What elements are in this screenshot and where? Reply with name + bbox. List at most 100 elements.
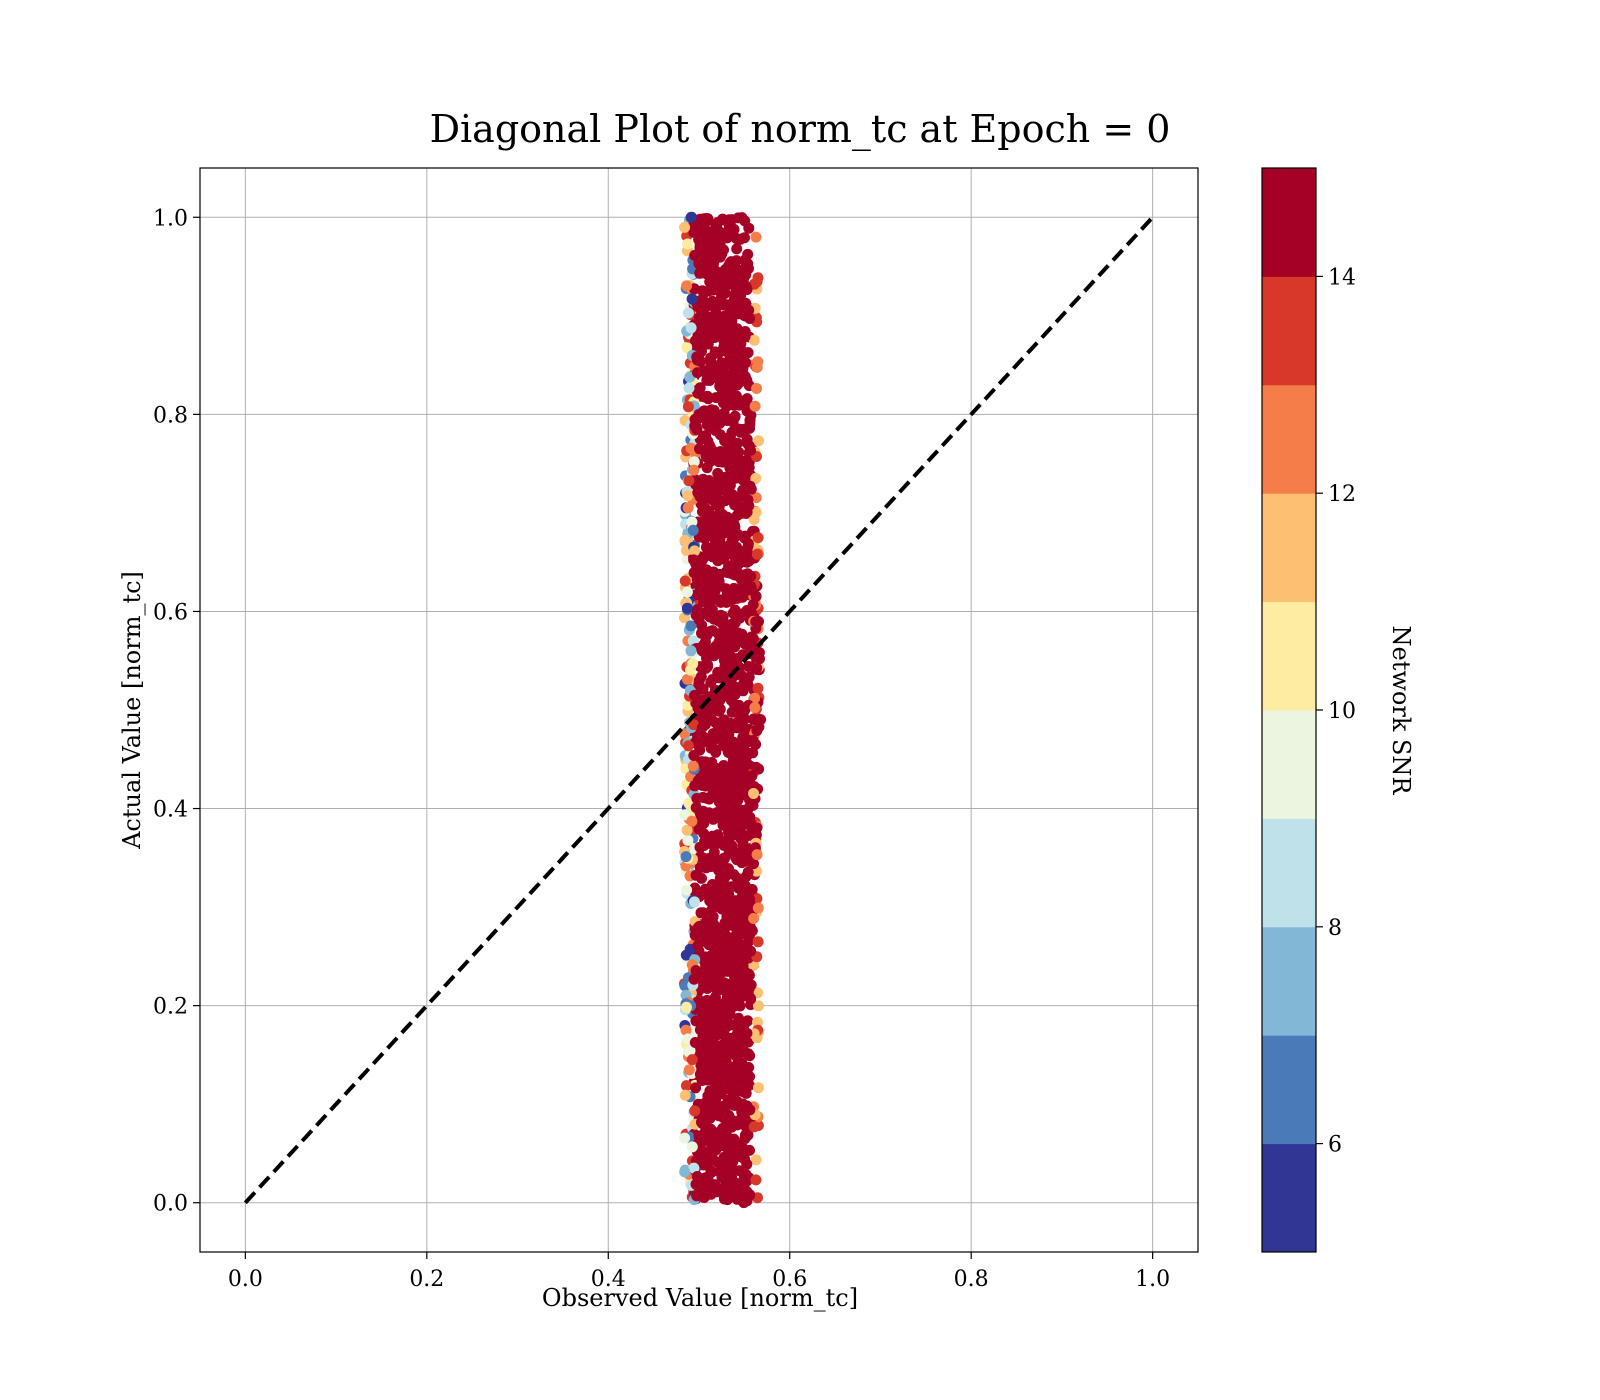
y-tick-label: 0.6 bbox=[153, 600, 188, 625]
scatter-point bbox=[741, 605, 753, 616]
scatter-point bbox=[700, 493, 712, 505]
scatter-point bbox=[695, 1046, 707, 1058]
scatter-point bbox=[748, 858, 759, 870]
scatter-point bbox=[726, 315, 738, 327]
y-axis-label: Actual Value [norm_tc] bbox=[118, 571, 146, 850]
scatter-point bbox=[714, 1166, 726, 1178]
scatter-point bbox=[712, 935, 724, 947]
scatter-point bbox=[724, 650, 736, 662]
scatter-point bbox=[732, 716, 744, 728]
y-tick-label: 0.2 bbox=[153, 995, 188, 1020]
scatter-point bbox=[689, 689, 701, 701]
scatter-point bbox=[710, 224, 722, 236]
scatter-point bbox=[719, 622, 731, 634]
scatter-point bbox=[705, 1040, 717, 1052]
colorbar-tick-label: 8 bbox=[1328, 916, 1342, 941]
x-axis-ticks: 0.0 0.2 0.4 0.6 0.8 1.0 bbox=[228, 1252, 1170, 1292]
scatter-points bbox=[679, 211, 767, 1209]
x-tick-label: 0.4 bbox=[591, 1267, 626, 1292]
scatter-point bbox=[698, 662, 709, 674]
scatter-point bbox=[752, 272, 764, 284]
scatter-point bbox=[749, 692, 761, 704]
scatter-point bbox=[727, 607, 739, 619]
scatter-point bbox=[718, 1112, 730, 1124]
scatter-point bbox=[694, 841, 706, 853]
scatter-point bbox=[732, 738, 743, 750]
scatter-point bbox=[736, 1057, 748, 1069]
scatter-point bbox=[704, 763, 716, 775]
scatter-point bbox=[726, 1121, 737, 1133]
scatter-point bbox=[685, 211, 697, 223]
scatter-point bbox=[718, 1193, 730, 1205]
scatter-point bbox=[739, 371, 751, 383]
scatter-point bbox=[680, 1024, 692, 1036]
scatter-point bbox=[751, 383, 763, 394]
scatter-point bbox=[727, 593, 739, 605]
scatter-point bbox=[707, 609, 719, 621]
scatter-point bbox=[705, 676, 717, 688]
scatter-point bbox=[751, 725, 763, 737]
scatter-point bbox=[719, 382, 731, 393]
scatter-point bbox=[732, 989, 744, 1000]
scatter-point bbox=[743, 440, 755, 452]
scatter-point bbox=[713, 284, 725, 296]
scatter-point bbox=[686, 1054, 698, 1066]
scatter-point bbox=[683, 382, 695, 394]
scatter-point bbox=[685, 322, 697, 334]
scatter-point bbox=[682, 307, 694, 319]
scatter-point bbox=[739, 331, 751, 343]
scatter-point bbox=[689, 420, 701, 432]
scatter-point bbox=[744, 422, 755, 434]
scatter-point bbox=[704, 375, 716, 386]
scatter-point bbox=[731, 1095, 743, 1107]
scatter-point bbox=[741, 1158, 753, 1170]
chart-title: Diagonal Plot of norm_tc at Epoch = 0 bbox=[430, 107, 1171, 152]
scatter-point bbox=[717, 397, 729, 409]
scatter-point bbox=[721, 742, 733, 754]
scatter-point bbox=[726, 1139, 738, 1151]
scatter-point bbox=[744, 1144, 755, 1156]
scatter-point bbox=[694, 443, 705, 455]
scatter-point bbox=[700, 430, 712, 441]
colorbar-tick-label: 10 bbox=[1328, 699, 1356, 724]
scatter-point bbox=[709, 494, 721, 506]
scatter-point bbox=[697, 791, 709, 803]
scatter-point bbox=[731, 255, 742, 267]
scatter-point bbox=[739, 638, 751, 650]
scatter-point bbox=[735, 1151, 747, 1163]
scatter-point bbox=[728, 811, 740, 823]
scatter-point bbox=[681, 1001, 692, 1013]
scatter-point bbox=[689, 886, 701, 898]
scatter-point bbox=[727, 938, 739, 949]
scatter-point bbox=[701, 1001, 713, 1013]
scatter-point bbox=[725, 1019, 737, 1031]
scatter-point bbox=[697, 1118, 709, 1130]
scatter-point bbox=[747, 735, 759, 746]
scatter-point bbox=[737, 899, 749, 911]
scatter-point bbox=[728, 869, 740, 880]
scatter-point bbox=[744, 1104, 756, 1116]
scatter-point bbox=[683, 1064, 695, 1076]
scatter-point bbox=[698, 405, 710, 417]
scatter-point bbox=[693, 613, 705, 625]
colorbar-bin bbox=[1262, 384, 1316, 494]
scatter-point bbox=[697, 579, 709, 591]
scatter-point bbox=[718, 714, 730, 726]
scatter-point bbox=[689, 1037, 701, 1048]
scatter-point bbox=[751, 849, 763, 861]
scatter-point bbox=[709, 512, 721, 524]
scatter-point bbox=[682, 401, 694, 413]
scatter-point bbox=[679, 809, 691, 821]
scatter-point bbox=[703, 439, 715, 451]
scatter-point bbox=[687, 524, 699, 536]
scatter-point bbox=[744, 480, 756, 492]
scatter-point bbox=[694, 1024, 706, 1036]
scatter-point bbox=[749, 702, 761, 713]
scatter-point bbox=[689, 896, 700, 908]
scatter-point bbox=[751, 662, 763, 674]
scatter-point bbox=[731, 285, 743, 296]
scatter-point bbox=[723, 490, 734, 502]
scatter-point bbox=[737, 1018, 749, 1030]
scatter-point bbox=[679, 575, 691, 587]
scatter-point bbox=[719, 763, 731, 775]
